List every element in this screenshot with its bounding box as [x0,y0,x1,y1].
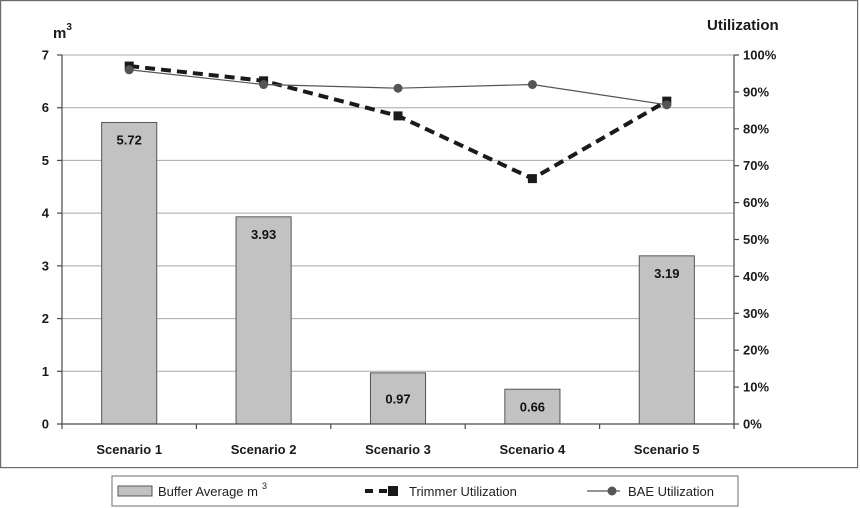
legend [111,475,739,507]
bar [235,216,292,425]
y2-tick-label: 70% [743,158,769,173]
y2-tick-label: 10% [743,380,769,395]
y2-tick-label: 90% [743,84,769,99]
y2-tick-label: 50% [743,232,769,247]
gridlines [62,54,734,372]
y-tick-label: 1 [42,364,49,379]
legend-swatch-buffer [117,485,153,497]
bae-point [527,80,537,90]
y2-axis-title: Utilization [707,17,779,34]
bae-point [124,65,134,75]
y2-tick-label: 30% [743,306,769,321]
y-axis-title: m3 [53,22,72,42]
legend-label-superscript: 3 [262,481,267,491]
bar-data-label: 5.72 [117,132,142,147]
y2-tick-label: 0% [743,417,762,432]
legend-marker-bae [607,486,617,496]
y2-tick-label: 40% [743,269,769,284]
y-tick-label: 3 [42,258,49,273]
bars [101,121,695,425]
bae-point [662,100,672,110]
x-tick-label: Scenario 5 [634,442,700,457]
y-tick-label: 0 [42,417,49,432]
y2-tick-label: 20% [743,343,769,358]
y-tick-label: 7 [42,48,49,63]
legend-entries: Buffer Average m 3 Trimmer Utilization BAE … [117,481,714,499]
x-tick-label: Scenario 2 [231,442,297,457]
x-tick-label: Scenario 4 [500,442,567,457]
bar [101,121,158,425]
legend-label-bae: BAE Utilization [628,484,714,499]
legend-marker-trimmer [388,486,398,496]
x-tick-label: Scenario 1 [96,442,162,457]
axes [57,54,739,429]
legend-label-trimmer: Trimmer Utilization [409,484,517,499]
bar [369,372,427,425]
trimmer-point [393,111,403,121]
x-tick-label: Scenario 3 [365,442,431,457]
bar-data-label: 3.19 [654,266,679,281]
bar-data-label: 3.93 [251,227,276,242]
y2-tick-label: 100% [743,48,777,63]
bar [638,255,695,425]
bae-point [393,83,403,93]
tick-labels: 012345670%10%20%30%40%50%60%70%80%90%100… [42,48,777,458]
y-tick-label: 5 [42,153,49,168]
y-tick-label: 2 [42,311,49,326]
bar-data-label: 0.66 [520,400,545,415]
bar [504,388,561,425]
bae-point [259,80,269,90]
utilization-lines [124,61,672,184]
y-tick-label: 4 [42,206,50,221]
y-tick-label: 6 [42,100,49,115]
trimmer-point [527,174,537,184]
y2-tick-label: 80% [743,121,769,136]
bar-data-label: 0.97 [385,391,410,406]
y2-tick-label: 60% [743,195,769,210]
